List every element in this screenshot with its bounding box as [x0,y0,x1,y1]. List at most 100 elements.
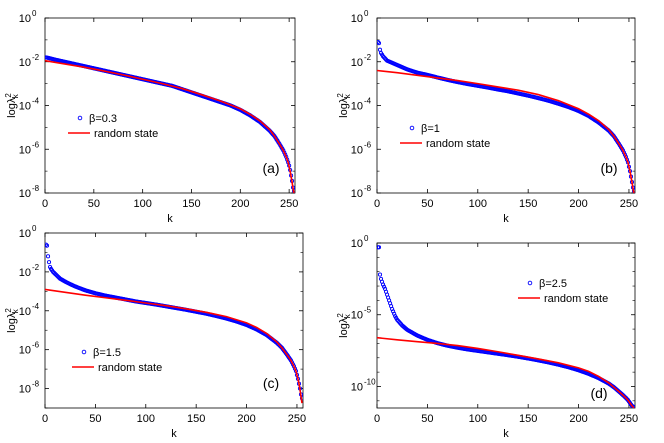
x-tick-label: 0 [374,413,380,425]
axes-box [44,17,296,194]
panel-letter: (a) [262,160,279,176]
x-tick-label: 200 [569,198,587,210]
legend-label-beta: β=0.3 [89,113,117,125]
x-tick-label: 150 [182,198,200,210]
x-tick-label: 100 [469,413,487,425]
x-axis-label: k [171,428,177,440]
x-tick-label: 150 [519,413,537,425]
plot-area [45,55,295,193]
legend-marker [527,280,533,286]
legend-label-random: random state [94,128,158,140]
y-tick-exponent: -2 [364,53,372,62]
y-axis-label: logλ2k [336,93,352,118]
x-tick-label: 0 [42,413,48,425]
y-tick-label: 10 [19,188,31,200]
panel-letter: (c) [263,375,279,391]
y-tick-exponent: 0 [364,9,369,18]
y-tick-label: 10 [351,238,363,250]
y-axis-label: logλ2k [4,93,20,118]
series-line-random-state [45,288,303,404]
y-tick-exponent: -4 [32,302,40,311]
x-tick-label: 150 [187,413,205,425]
y-axis-label: logλ2k [336,313,352,338]
legend-label-beta: β=1 [421,123,440,135]
x-tick-label: 100 [137,413,155,425]
legend-label-random: random state [426,138,490,150]
data-point [380,282,386,287]
y-tick-label: 10 [19,13,31,25]
x-tick-label: 250 [620,413,638,425]
y-tick-exponent: -10 [364,377,376,386]
x-axis-label: k [167,213,173,225]
y-tick-exponent: -6 [32,341,40,350]
x-axis-label: k [503,213,509,225]
panel-letter: (d) [590,385,607,401]
x-tick-label: 100 [469,198,487,210]
y-tick-exponent: -4 [32,97,40,106]
y-tick-exponent: 0 [364,234,369,243]
legend-marker [81,349,87,355]
axes-box [44,232,304,409]
y-tick-label: 10 [351,188,363,200]
x-tick-label: 250 [620,198,638,210]
x-tick-label: 50 [421,198,433,210]
y-tick-label: 10 [19,228,31,240]
legend: β=1 random state [400,123,490,150]
x-tick-label: 100 [133,198,151,210]
y-tick-exponent: -2 [32,263,40,272]
legend-label-random: random state [98,362,162,374]
x-tick-label: 0 [374,198,380,210]
y-tick-label: 10 [19,57,31,69]
y-tick-exponent: -6 [364,140,372,149]
data-point [377,245,382,250]
data-point [382,284,387,289]
series-line-random-state [377,336,635,408]
series-β=0.3 [45,55,295,193]
x-tick-label: 200 [231,198,249,210]
y-tick-exponent: -8 [364,184,372,193]
y-tick-exponent: -8 [32,380,40,389]
x-tick-label: 0 [42,198,48,210]
y-tick-label: 10 [351,310,363,322]
legend-marker [409,125,415,131]
y-tick-exponent: -2 [32,53,40,62]
legend: β=2.5 random state [518,278,608,305]
y-tick-exponent: -5 [364,306,372,315]
legend-marker [77,115,83,121]
x-tick-label: 50 [421,413,433,425]
data-point [377,47,383,52]
axes-box [376,242,636,409]
plot-area [377,40,635,193]
data-point [45,254,51,259]
panel-letter: (b) [600,160,617,176]
legend-label-random: random state [544,293,608,305]
x-tick-label: 50 [89,413,101,425]
y-tick-label: 10 [351,381,363,393]
y-tick-exponent: -8 [32,184,40,193]
legend-label-beta: β=1.5 [93,347,121,359]
series-line-random-state [377,69,635,193]
data-point [377,41,382,46]
legend: β=1.5 random state [72,347,162,374]
x-axis-label: k [503,428,509,440]
y-tick-exponent: 0 [32,9,37,18]
y-tick-exponent: -4 [364,97,372,106]
data-point [622,394,627,400]
series-β=1 [377,40,635,193]
axes-box [376,17,636,194]
y-tick-label: 10 [19,267,31,279]
data-point [630,404,635,408]
legend-label-beta: β=2.5 [539,278,567,290]
data-point [278,344,283,349]
series-line-random-state [45,59,295,193]
y-tick-exponent: 0 [32,224,37,233]
data-point [46,260,52,265]
y-tick-label: 10 [351,13,363,25]
legend: β=0.3 random state [68,113,158,140]
y-tick-exponent: -6 [32,140,40,149]
